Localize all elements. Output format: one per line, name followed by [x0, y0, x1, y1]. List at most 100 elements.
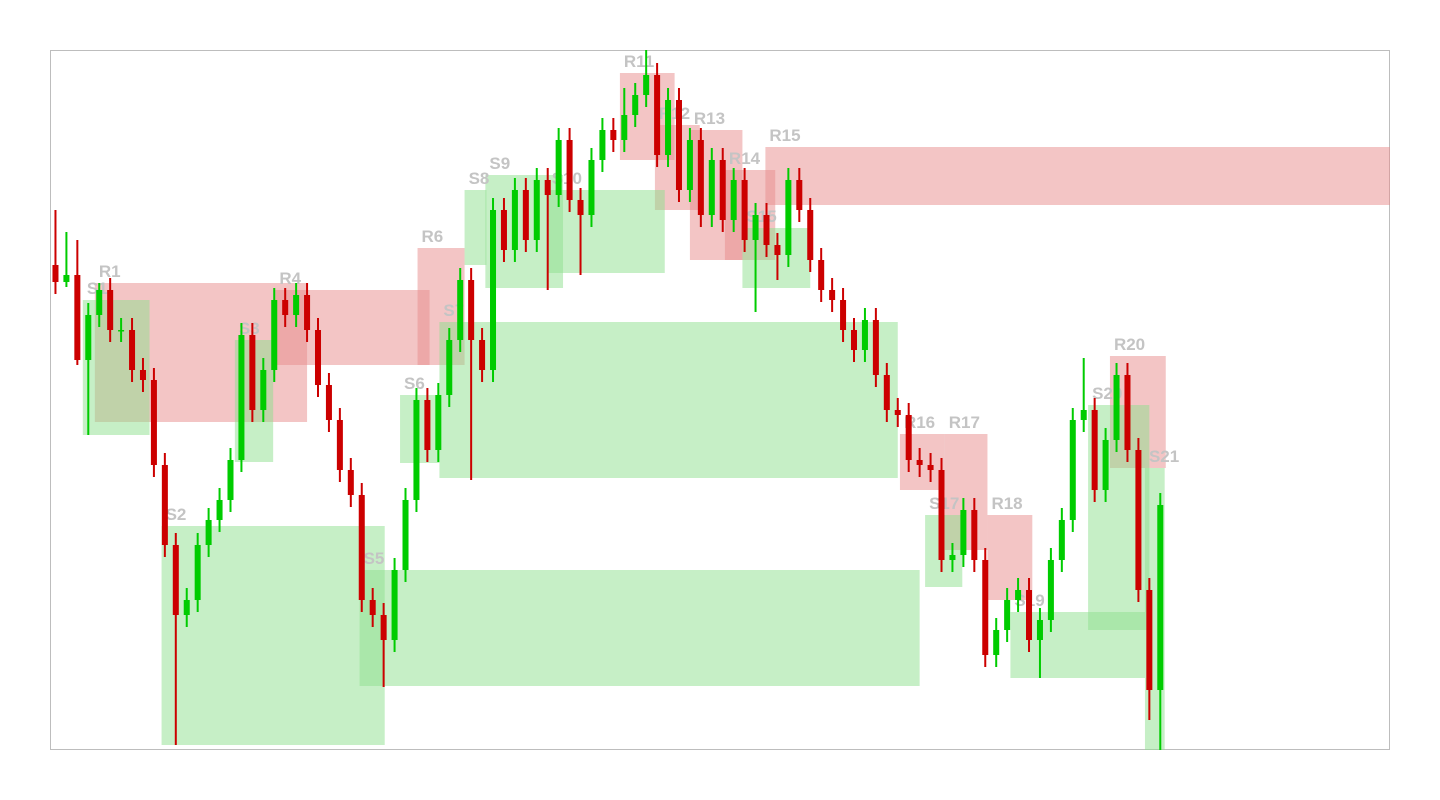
candle-body — [271, 300, 278, 370]
candle-body — [205, 520, 212, 545]
candle-body — [314, 330, 322, 385]
candle-body — [883, 375, 890, 410]
candle-body — [577, 200, 584, 215]
candle-body — [654, 75, 661, 155]
candle-body — [391, 570, 398, 640]
resistance-zone — [275, 290, 430, 365]
candle-body — [938, 470, 945, 560]
candle-body — [861, 320, 868, 350]
candle-body — [347, 470, 354, 495]
candle-body — [719, 160, 726, 220]
candle-body — [632, 95, 639, 115]
candle-body — [96, 290, 103, 315]
candle-body — [85, 315, 92, 360]
candle-body — [457, 280, 464, 340]
candle-body — [402, 500, 409, 570]
candle-body — [336, 420, 343, 470]
candle-body — [544, 180, 551, 195]
support-zone — [359, 570, 920, 686]
candle-body — [150, 380, 157, 465]
zone-label: R17 — [949, 413, 980, 432]
candle-body — [752, 215, 759, 240]
candle-body — [533, 180, 540, 240]
candle-body — [982, 560, 989, 655]
support-zone — [547, 190, 665, 273]
zone-label: R13 — [694, 109, 725, 128]
candle-body — [621, 115, 628, 140]
candle-body — [260, 370, 267, 410]
candle-body — [971, 510, 978, 560]
zone-label: S6 — [404, 374, 425, 393]
candle-body — [960, 510, 967, 555]
zone-label: R16 — [904, 413, 935, 432]
candle-body — [872, 320, 879, 375]
candle-body — [697, 140, 704, 215]
candle-body — [1091, 410, 1098, 490]
candle-body — [829, 290, 836, 300]
candle-body — [1124, 375, 1131, 450]
candle-body — [1026, 590, 1033, 640]
candle-body — [1157, 505, 1164, 690]
candle-body — [413, 400, 420, 500]
candle-body — [522, 190, 529, 240]
zone-label: S21 — [1149, 447, 1179, 466]
candle-body — [1047, 560, 1054, 620]
candle-body — [1058, 520, 1065, 560]
candle-body — [1113, 375, 1120, 440]
candle-body — [1004, 600, 1011, 630]
candle-body — [1102, 440, 1109, 490]
candle-body — [380, 615, 387, 640]
candle-body — [446, 340, 453, 395]
candle-body — [172, 545, 179, 615]
candle-body — [708, 160, 715, 215]
candle-body — [424, 400, 431, 450]
zone-label: R20 — [1114, 335, 1145, 354]
zone-label: R1 — [99, 262, 121, 281]
zone-label: S8 — [469, 169, 490, 188]
zone-label: S1 — [87, 279, 108, 298]
resistance-zone — [987, 515, 1033, 600]
candle-body — [599, 130, 606, 160]
zone-label: R6 — [422, 227, 444, 246]
zone-label: R14 — [729, 149, 761, 168]
candle-body — [686, 140, 693, 190]
candle-body — [730, 180, 737, 220]
candle-body — [785, 180, 792, 255]
zone-label: S15 — [746, 207, 776, 226]
candle-body — [107, 290, 114, 330]
candle-body — [500, 210, 507, 250]
resistance-zone — [765, 147, 1390, 205]
candle-body — [511, 190, 518, 250]
candle-body — [183, 600, 190, 615]
candle-body — [63, 275, 70, 282]
zone-label: R12 — [659, 104, 690, 123]
candle-body — [74, 275, 81, 360]
candle-body — [741, 180, 748, 240]
candle-body — [566, 140, 573, 200]
candle-body — [1146, 590, 1153, 690]
candle-body — [479, 340, 486, 370]
candle-body — [161, 465, 168, 545]
candle-body — [282, 300, 289, 315]
support-zone — [439, 322, 898, 478]
zone-label: R18 — [991, 494, 1022, 513]
zone-label: R15 — [769, 126, 800, 145]
candle-body — [1036, 620, 1043, 640]
candle-body — [993, 630, 1000, 655]
candle-body — [293, 295, 300, 315]
zone-label: S2 — [166, 505, 187, 524]
candle-body — [1015, 590, 1022, 600]
candle-body — [807, 210, 814, 260]
candle-body — [249, 335, 256, 410]
candle-body — [763, 215, 770, 245]
candle-body — [325, 385, 332, 420]
zone-label: S5 — [364, 549, 385, 568]
candle-body — [894, 410, 901, 415]
candle-body — [675, 100, 682, 190]
candle-body — [927, 465, 934, 470]
zone-label: R4 — [279, 269, 301, 288]
candle-body — [588, 160, 595, 215]
candle-body — [139, 370, 146, 380]
candle-body — [796, 180, 803, 210]
